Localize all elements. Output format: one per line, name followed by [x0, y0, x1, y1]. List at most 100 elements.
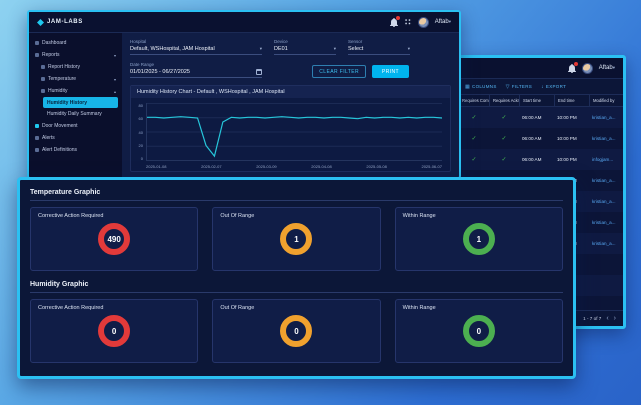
modified-by-link[interactable]: kristian_a... — [592, 136, 616, 141]
bell-icon — [389, 17, 398, 27]
filters-label: FILTERS — [511, 84, 533, 89]
stat-card-corrective-action: Corrective Action Required 490 — [30, 207, 199, 271]
table-row[interactable]: ✓ ✓ 06:00 AM 10:00 PM kristian_a... — [459, 128, 623, 149]
clear-filter-button[interactable]: CLEAR FILTER — [312, 65, 366, 78]
column-header-modified-by[interactable]: Modified by — [589, 95, 623, 106]
stat-card-label: Corrective Action Required — [38, 213, 104, 219]
check-icon: ✓ — [501, 115, 507, 121]
humidity-history-window: JAM-LABS Aftab ▾ Dashboard — [27, 10, 461, 179]
filters-button[interactable]: ▽ FILTERS — [506, 84, 532, 90]
device-select[interactable]: Device DE01 ▾ — [274, 39, 336, 55]
stat-card-label: Within Range — [402, 213, 436, 219]
export-button[interactable]: ↓ EXPORT — [541, 84, 566, 90]
modified-by-link[interactable]: kristian_a... — [592, 220, 616, 225]
table-header-row: Requires Comment Requires Acknowl... Sta… — [459, 94, 623, 107]
columns-label: COLUMNS — [472, 84, 497, 89]
filter-row: Hospital Default, WSHospital, JAM Hospit… — [130, 39, 451, 55]
date-range-label: Date Range — [130, 62, 155, 67]
stat-card-label: Within Range — [402, 305, 436, 311]
date-range-field[interactable]: Date Range 01/01/2025 - 06/27/2025 — [130, 62, 262, 78]
humidity-cards: Corrective Action Required 0 Out Of Rang… — [30, 299, 563, 363]
check-icon: ✓ — [471, 136, 477, 142]
check-icon: ✓ — [471, 115, 477, 121]
main-window-topbar: JAM-LABS Aftab ▾ — [29, 12, 459, 33]
app-logo[interactable]: JAM-LABS — [37, 18, 83, 26]
stat-card-out-of-range: Out Of Range 1 — [212, 207, 381, 271]
sidebar-item-label: Door Movement — [42, 123, 78, 129]
next-page-button[interactable]: › — [613, 315, 616, 322]
notifications-button[interactable] — [389, 15, 400, 27]
user-name: Aftab — [598, 65, 613, 71]
door-movement-icon — [35, 124, 39, 128]
sidebar-item-alert-definitions[interactable]: Alert Definitions — [29, 144, 122, 156]
bell-icon — [567, 63, 576, 73]
modified-by-link[interactable]: kristian_a... — [592, 199, 616, 204]
user-menu[interactable]: Aftab ▾ — [599, 65, 615, 71]
back-window-topbar: Aftab ▾ — [459, 58, 623, 79]
sidebar-item-reports[interactable]: Reports ▾ — [29, 49, 122, 61]
start-time-cell: 06:00 AM — [522, 136, 542, 141]
stat-value: 1 — [294, 234, 299, 244]
chart-plot-area — [146, 103, 442, 161]
modified-by-link[interactable]: kristian_a... — [592, 178, 616, 183]
avatar[interactable] — [581, 62, 593, 74]
x-tick-label: 2025-05-08 — [366, 164, 387, 169]
notification-badge — [395, 15, 400, 20]
table-row[interactable]: ✓ ✓ 06:00 AM 10:00 PM kristian_a... — [459, 107, 623, 128]
stat-value: 0 — [294, 326, 299, 336]
sidebar: Dashboard Reports ▾ Report History Tempe… — [29, 33, 122, 177]
chart-x-axis: 2025-01-08 2025-02-07 2025-03-09 2025-04-08… — [131, 162, 450, 171]
temperature-cards: Corrective Action Required 490 Out Of Ra… — [30, 207, 563, 271]
device-select-label: Device — [274, 39, 288, 44]
export-label: EXPORT — [545, 84, 567, 89]
columns-button[interactable]: ▦ COLUMNS — [465, 84, 497, 90]
chevron-down-icon: ▾ — [333, 46, 336, 51]
stat-card-out-of-range: Out Of Range 0 — [212, 299, 381, 363]
end-time-cell: 10:00 PM — [557, 157, 577, 162]
sidebar-item-door-movement[interactable]: Door Movement — [29, 120, 122, 132]
export-icon: ↓ — [541, 83, 544, 90]
stat-value: 0 — [476, 326, 482, 336]
column-header-end-time[interactable]: End time — [554, 95, 589, 106]
apps-icon — [403, 18, 412, 26]
main-window-body: Dashboard Reports ▾ Report History Tempe… — [29, 33, 459, 177]
print-button[interactable]: PRINT — [372, 65, 409, 78]
x-tick-label: 2025-03-09 — [256, 164, 277, 169]
table-row[interactable]: ✓ ✓ 06:00 AM 10:00 PM infogjam... — [459, 149, 623, 170]
sidebar-item-alerts[interactable]: Alerts — [29, 132, 122, 144]
humidity-icon — [41, 89, 45, 93]
y-tick-label: 20 — [138, 142, 143, 148]
modified-by-link[interactable]: kristian_a... — [592, 115, 616, 120]
sidebar-item-humidity[interactable]: Humidity ▴ — [29, 85, 122, 97]
modified-by-link[interactable]: kristian_a... — [592, 241, 616, 246]
sidebar-item-humidity-daily-summary[interactable]: Humidity Daily Summary — [29, 108, 122, 120]
logo-icon — [37, 18, 44, 26]
sidebar-item-label: Humidity Daily Summary — [47, 111, 102, 117]
stat-ring-amber: 0 — [280, 315, 313, 347]
hospital-select[interactable]: Hospital Default, WSHospital, JAM Hospit… — [130, 39, 262, 55]
sidebar-item-temperature[interactable]: Temperature ▾ — [29, 73, 122, 85]
report-content-area: Hospital Default, WSHospital, JAM Hospit… — [122, 33, 459, 177]
modified-by-link[interactable]: infogjam... — [592, 157, 614, 162]
column-header-start-time[interactable]: Start time — [519, 95, 554, 106]
previous-page-button[interactable]: ‹ — [606, 315, 609, 322]
sidebar-item-humidity-history[interactable]: Humidity History — [43, 97, 118, 108]
user-menu[interactable]: Aftab ▾ — [435, 19, 451, 25]
section-title: Temperature Graphic — [30, 189, 101, 196]
humidity-chart-card: Humidity History Chart - Default , WSHos… — [130, 85, 451, 172]
y-tick-label: 80 — [138, 103, 143, 108]
sidebar-item-report-history[interactable]: Report History — [29, 61, 122, 73]
avatar[interactable] — [417, 16, 429, 28]
column-header-requires-acknowledgement[interactable]: Requires Acknowl... — [489, 95, 519, 106]
stat-card-label: Out Of Range — [220, 305, 255, 311]
column-header-requires-comment[interactable]: Requires Comment — [462, 98, 489, 103]
apps-menu-button[interactable] — [403, 18, 412, 26]
notifications-button[interactable] — [567, 61, 578, 73]
sensor-select-label: Sensor — [348, 39, 363, 44]
sidebar-item-label: Humidity History — [47, 99, 88, 106]
check-icon: ✓ — [471, 157, 477, 163]
sidebar-item-dashboard[interactable]: Dashboard — [29, 37, 122, 49]
sensor-select[interactable]: Sensor Select ▾ — [348, 39, 410, 55]
humidity-chart-svg — [147, 103, 442, 160]
stat-value: 1 — [476, 234, 482, 244]
